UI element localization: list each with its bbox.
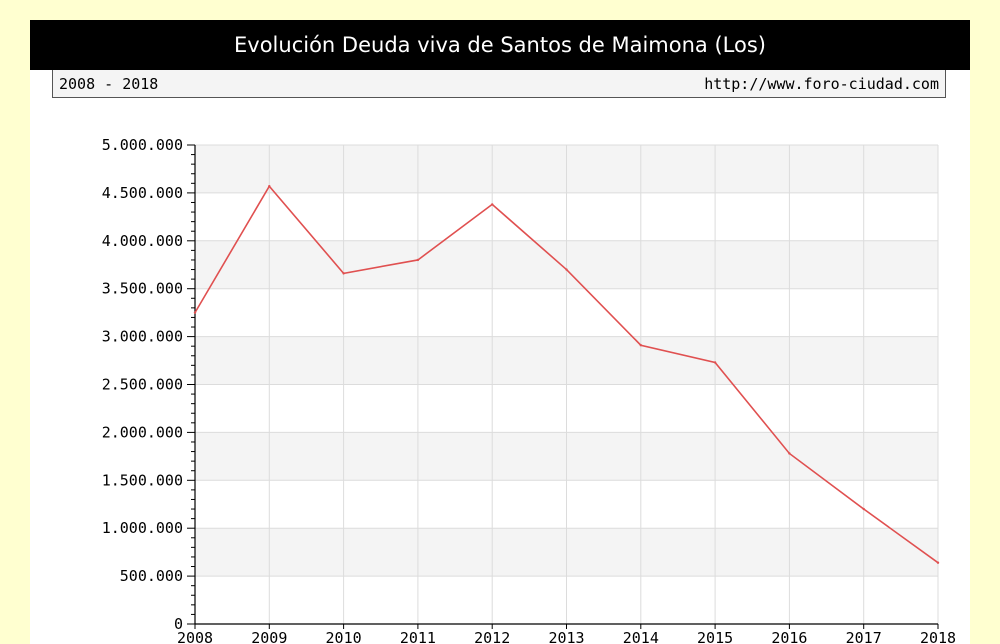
data-point [713,361,717,364]
y-tick-label: 4.000.000 [102,232,183,250]
data-point [565,268,568,271]
data-point [639,344,642,347]
y-tick-label: 3.000.000 [102,328,183,346]
data-point [788,452,791,455]
y-tick-label: 4.500.000 [102,184,183,202]
x-tick-label: 2009 [251,629,287,644]
x-tick-label: 2010 [326,629,362,644]
source-url-label: http://www.foro-ciudad.com [704,74,939,93]
info-bar: 2008 - 2018 http://www.foro-ciudad.com [52,70,946,98]
chart-frame: 2008 2009 2010 2011 2012 2013 2014 2015 2016 2017… [30,20,970,644]
plot-area: 2008 2009 2010 2011 2012 2013 2014 2015 2016 2017… [102,136,956,644]
data-point [491,203,494,206]
data-point [416,258,420,262]
y-tick-label: 0 [174,615,183,633]
x-tick-label: 2016 [771,629,807,644]
y-tick-label: 500.000 [120,567,183,585]
x-tick-label: 2008 [177,629,213,644]
data-point [193,311,197,314]
x-tick-label: 2018 [920,629,956,644]
y-tick-label: 3.500.000 [102,280,183,298]
data-point [862,507,865,511]
x-tick-label: 2011 [400,629,436,644]
x-tick-label: 2012 [474,629,510,644]
x-tick-label: 2014 [623,629,659,644]
data-point [342,272,345,275]
y-tick-label: 5.000.000 [102,136,183,154]
data-point [268,184,271,188]
x-tick-label: 2013 [548,629,584,644]
data-point [936,561,940,564]
year-range-label: 2008 - 2018 [59,74,159,93]
y-tick-label: 1.000.000 [102,519,183,537]
y-tick-label: 2.500.000 [102,376,183,394]
x-tick-label: 2015 [697,629,733,644]
x-tick-label: 2017 [846,629,882,644]
chart-title-bar: Evolución Deuda viva de Santos de Maimon… [30,20,970,70]
chart-title: Evolución Deuda viva de Santos de Maimon… [234,33,766,57]
y-tick-label: 2.000.000 [102,423,183,441]
y-tick-label: 1.500.000 [102,471,183,489]
